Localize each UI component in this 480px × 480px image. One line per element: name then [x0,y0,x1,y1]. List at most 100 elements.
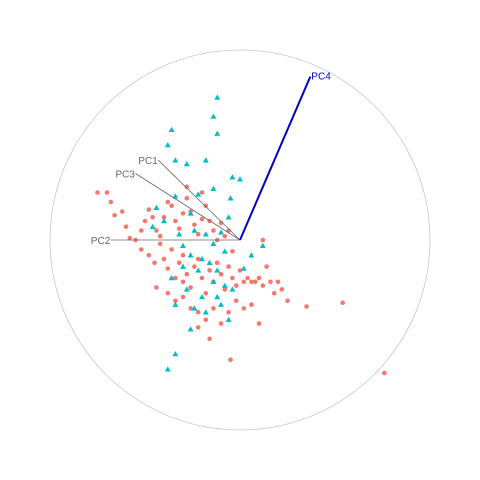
data-point-series-1-49 [214,260,220,266]
data-point-series-1-53 [230,275,235,281]
data-point-series-1-64 [271,290,277,296]
data-point-series-2-11 [227,195,234,201]
data-point-series-1-47 [207,268,212,273]
pc1-label: PC1 [138,156,158,167]
data-point-series-1-81 [241,306,247,311]
data-point-series-1-57 [245,275,250,281]
data-point-series-1-3 [108,199,114,205]
data-point-series-2-28 [199,256,205,262]
data-point-series-2-47 [259,242,266,248]
data-point-series-1-68 [304,304,309,309]
data-point-series-2-31 [180,263,186,269]
data-point-series-2-20 [180,242,186,248]
data-point-series-1-23 [192,222,197,228]
data-point-series-1-55 [237,268,243,273]
data-point-series-1-76 [203,317,209,323]
data-point-series-1-12 [150,214,155,220]
data-point-series-2-42 [218,301,224,307]
data-point-series-2-40 [191,305,198,311]
data-point-series-1-67 [285,298,290,304]
data-point-series-1-43 [192,264,197,269]
pc4-label: PC4 [311,72,331,83]
data-point-series-1-70 [382,370,387,376]
data-point-series-1-31 [138,247,144,252]
data-point-series-1-61 [260,283,266,288]
data-point-series-1-69 [340,300,345,306]
data-point-series-2-10 [237,176,243,182]
data-point-series-2-35 [199,294,205,300]
data-point-series-2-2 [210,113,217,119]
data-point-series-2-4 [168,126,175,133]
data-point-series-2-45 [172,351,179,357]
data-point-series-1-33 [152,260,157,266]
data-point-series-2-18 [149,223,156,229]
data-point-series-2-29 [206,259,213,266]
data-point-series-1-74 [188,306,193,311]
data-point-series-1-1 [95,190,100,195]
data-point-series-1-87 [180,279,186,285]
data-point-series-2-30 [214,267,221,273]
data-point-series-2-22 [202,231,209,237]
pc4-arrow [239,76,312,241]
data-point-series-1-60 [256,275,262,281]
data-point-series-2-37 [221,282,228,288]
data-point-series-2-14 [172,193,179,199]
data-point-series-2-16 [161,218,167,224]
data-point-series-1-71 [165,290,171,296]
data-point-series-1-75 [195,309,201,315]
data-point-series-1-52 [226,264,231,269]
data-point-series-1-35 [161,256,167,262]
data-point-series-1-18 [173,218,178,224]
data-point-series-2-23 [210,240,217,247]
data-point-series-2-39 [172,301,179,307]
data-point-series-1-44 [195,256,201,262]
data-point-series-1-73 [180,294,186,300]
data-point-series-1-4 [112,213,117,218]
data-point-series-1-89 [184,184,190,190]
data-point-series-1-28 [211,228,216,233]
data-point-series-1-7 [127,235,133,241]
data-point-series-1-79 [226,309,231,315]
data-point-series-2-38 [229,286,236,292]
data-point-series-1-66 [279,287,285,292]
data-point-series-1-40 [180,252,186,258]
data-point-series-2-36 [214,294,221,300]
data-point-series-2-44 [187,326,194,332]
data-point-series-1-72 [173,298,178,304]
data-point-series-1-85 [207,336,212,342]
data-point-series-1-36 [165,266,171,271]
data-point-series-2-6 [202,157,209,163]
data-point-series-2-26 [225,214,232,220]
data-point-series-1-19 [176,226,182,231]
data-point-series-1-45 [199,275,205,281]
data-point-series-1-15 [161,214,167,220]
data-point-series-2-7 [172,157,179,163]
data-point-series-1-80 [233,298,239,304]
data-point-series-1-54 [233,283,239,288]
data-point-series-1-90 [199,190,205,195]
data-point-series-1-50 [218,271,224,277]
data-point-series-2-24 [218,229,224,235]
pc2-label: PC2 [91,236,111,247]
data-point-series-2-32 [195,267,202,273]
data-point-series-1-10 [142,218,148,224]
data-point-series-1-77 [211,306,216,311]
data-point-series-2-17 [153,204,160,210]
data-point-series-1-46 [203,290,209,296]
data-point-series-1-38 [173,275,178,281]
pc1-arrow [158,159,241,241]
data-point-series-1-17 [169,203,174,209]
data-point-series-1-58 [249,279,254,285]
data-point-series-1-94 [222,233,228,239]
data-point-series-1-91 [260,237,266,243]
data-point-series-1-82 [249,302,254,307]
data-point-series-1-20 [180,211,186,216]
data-point-series-1-13 [154,228,159,233]
data-point-series-1-42 [188,285,193,290]
data-point-series-2-1 [214,94,221,100]
pc3-arrow [135,173,241,241]
data-point-series-1-24 [195,232,201,237]
data-point-series-1-39 [176,260,182,266]
data-point-series-2-27 [187,252,194,258]
data-point-series-1-41 [184,271,190,277]
